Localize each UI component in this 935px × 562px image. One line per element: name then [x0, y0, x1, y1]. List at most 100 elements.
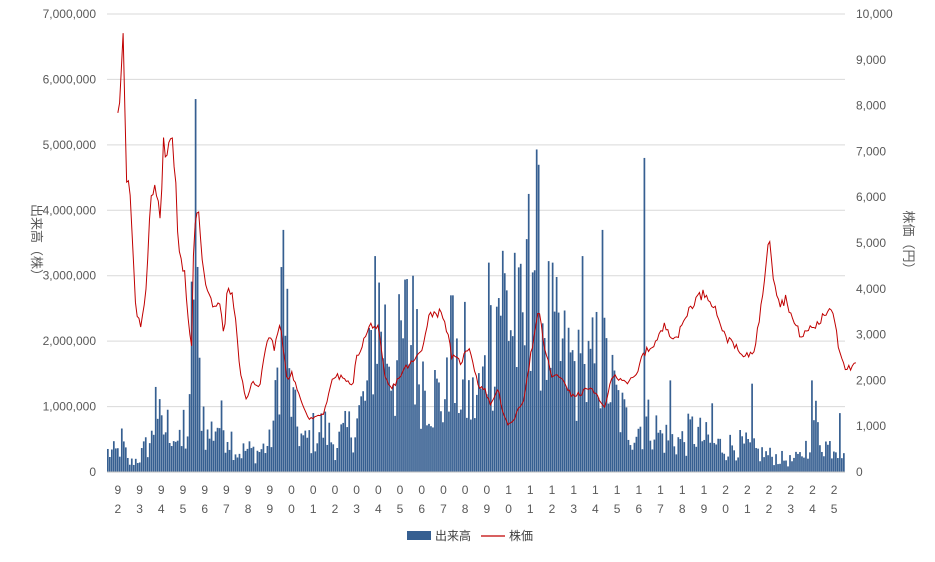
x-tick-label-bottom: 9 — [701, 502, 708, 516]
volume-bar — [107, 448, 109, 472]
volume-bar — [134, 458, 137, 472]
x-tick-label-top: 9 — [201, 483, 208, 497]
volume-bar — [665, 424, 668, 472]
volume-bar — [174, 441, 177, 472]
volume-bar — [671, 434, 674, 472]
volume-bar — [472, 377, 474, 472]
volume-bar — [254, 463, 257, 472]
x-axis-ticks: 9293949596979899000102030405060708091011… — [115, 483, 838, 516]
volume-bar — [483, 355, 486, 472]
x-tick-label-bottom: 1 — [744, 502, 751, 516]
volume-bar — [314, 451, 317, 472]
volume-bar — [647, 399, 650, 472]
volume-bar — [142, 441, 145, 472]
volume-bar — [751, 383, 753, 472]
volume-bar — [196, 266, 199, 472]
volume-bar — [390, 390, 392, 472]
volume-bar — [735, 460, 737, 472]
price-line — [117, 33, 856, 426]
volume-bar — [497, 298, 500, 472]
volume-bar — [340, 424, 343, 472]
volume-bar — [262, 443, 265, 472]
x-tick-label-bottom: 1 — [310, 502, 317, 516]
volume-bar — [382, 358, 384, 472]
volume-bar — [837, 458, 839, 472]
volume-bar — [424, 390, 426, 472]
volume-bar — [330, 442, 333, 472]
volume-bar — [681, 431, 684, 472]
volume-bar — [593, 363, 596, 472]
volume-bar — [755, 447, 757, 472]
x-tick-label-top: 9 — [266, 483, 273, 497]
volume-bar — [641, 449, 644, 472]
volume-bar — [803, 457, 805, 472]
x-tick-label-bottom: 5 — [614, 502, 621, 516]
volume-bar — [186, 436, 189, 472]
volume-bar — [128, 464, 131, 472]
volume-bar — [743, 443, 745, 472]
volume-bar — [809, 452, 811, 472]
volume-bar — [176, 440, 179, 472]
volume-bar — [286, 288, 289, 472]
volume-bar — [248, 441, 251, 472]
x-tick-label-top: 0 — [484, 483, 491, 497]
volume-bar — [392, 384, 394, 472]
volume-bar — [342, 422, 345, 472]
volume-bar — [617, 390, 620, 472]
right-tick-label: 8,000 — [856, 99, 886, 113]
volume-bar — [280, 267, 283, 472]
volume-bar — [533, 270, 536, 472]
volume-bar — [525, 239, 528, 472]
volume-bar — [705, 422, 708, 472]
x-tick-label-bottom: 5 — [397, 502, 404, 516]
left-tick-label: 7,000,000 — [43, 7, 97, 21]
volume-bar — [595, 311, 598, 472]
volume-bar — [290, 416, 293, 472]
volume-bar — [202, 406, 205, 472]
volume-bar — [677, 437, 680, 472]
left-tick-label: 4,000,000 — [43, 203, 97, 217]
volume-bar — [619, 432, 622, 472]
x-tick-label-bottom: 6 — [201, 502, 208, 516]
volume-bar — [150, 430, 153, 472]
volume-bar — [276, 367, 279, 472]
right-tick-label: 5,000 — [856, 236, 886, 250]
x-tick-label-top: 1 — [549, 483, 556, 497]
volume-bar — [565, 387, 568, 472]
volume-bar — [741, 436, 743, 472]
left-tick-label: 0 — [89, 465, 96, 479]
volume-bar — [146, 457, 149, 472]
volume-bar — [428, 423, 430, 472]
volume-bar — [703, 439, 706, 472]
x-tick-label-bottom: 4 — [158, 502, 165, 516]
volume-bar — [493, 386, 496, 472]
volume-bar — [543, 338, 546, 472]
volume-bar — [609, 402, 612, 472]
volume-bar — [679, 439, 682, 472]
x-tick-label-bottom: 3 — [353, 502, 360, 516]
x-tick-label-top: 2 — [722, 483, 729, 497]
x-tick-label-bottom: 0 — [288, 502, 295, 516]
volume-bar — [789, 455, 791, 472]
volume-bar — [334, 460, 337, 472]
volume-bar — [376, 363, 378, 472]
volume-bar — [446, 357, 448, 472]
volume-bar — [797, 453, 799, 472]
volume-bar — [188, 394, 191, 472]
volume-bar — [683, 442, 686, 472]
x-tick-label-top: 2 — [744, 483, 751, 497]
volume-bar — [645, 416, 648, 472]
volume-bar — [539, 390, 542, 472]
volume-bar — [272, 420, 275, 472]
volume-bar — [162, 434, 165, 472]
volume-bar — [228, 449, 231, 472]
legend-price-label: 株価 — [509, 528, 533, 543]
volume-bar — [256, 450, 259, 472]
volume-bar — [416, 309, 418, 472]
volume-bar — [460, 409, 462, 472]
x-tick-label-bottom: 9 — [266, 502, 273, 516]
volume-bar — [414, 404, 416, 472]
volume-bar — [266, 445, 269, 472]
volume-bar — [166, 409, 169, 472]
volume-bar — [841, 458, 843, 472]
